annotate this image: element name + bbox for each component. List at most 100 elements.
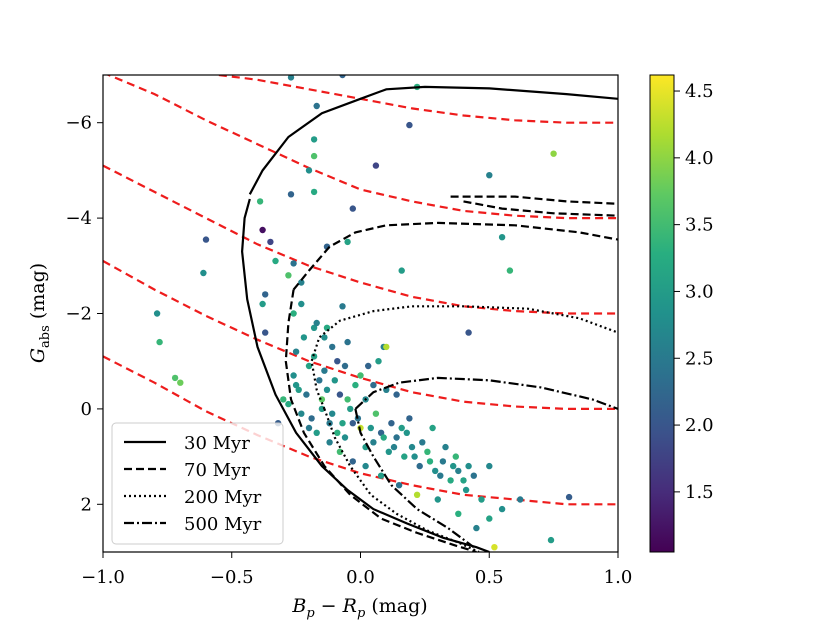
data-point <box>290 310 297 317</box>
data-point <box>426 458 434 465</box>
data-point <box>486 462 493 470</box>
legend-label-500myr: 500 Myr <box>184 514 262 535</box>
data-point <box>370 381 377 389</box>
isochrone-30-myr-giant <box>248 85 618 195</box>
data-point <box>305 362 313 370</box>
data-point <box>498 234 506 241</box>
data-point <box>344 338 351 346</box>
data-point <box>406 121 413 129</box>
legend-label-30myr: 30 Myr <box>184 433 250 454</box>
data-point <box>398 267 405 274</box>
data-point <box>403 429 410 436</box>
data-point <box>334 429 341 436</box>
isochrone-500-myr-giant <box>354 376 618 410</box>
data-point <box>316 377 323 384</box>
data-point <box>326 439 333 446</box>
data-point <box>517 496 524 503</box>
data-point <box>329 410 336 417</box>
data-point <box>498 505 506 513</box>
data-point <box>432 467 439 475</box>
scatter-points <box>153 75 573 551</box>
data-point <box>259 300 266 308</box>
data-point <box>349 205 356 212</box>
data-point <box>308 415 315 422</box>
data-point <box>344 238 351 246</box>
data-point <box>377 429 385 436</box>
data-point <box>398 424 405 432</box>
isochrone-70-myr-upper <box>450 195 618 205</box>
data-point <box>442 443 449 451</box>
plot-area <box>103 75 618 552</box>
data-point <box>352 381 359 389</box>
data-point <box>259 226 266 234</box>
colorbar: 1.5 2.0 2.5 3.0 3.5 4.0 4.5 <box>649 74 714 553</box>
data-point <box>329 343 336 351</box>
data-point <box>393 434 400 441</box>
data-point <box>262 329 269 336</box>
data-point <box>401 453 408 460</box>
colorbar-ticks: 1.5 2.0 2.5 3.0 3.5 4.0 4.5 <box>674 81 714 503</box>
data-point <box>310 324 318 331</box>
isochrone-70-myr <box>284 289 477 552</box>
data-point <box>465 462 472 470</box>
legend-label-70myr: 70 Myr <box>184 460 250 481</box>
data-point <box>344 396 351 403</box>
data-point <box>334 358 341 365</box>
data-point <box>365 362 372 370</box>
data-point <box>455 467 462 475</box>
data-point <box>339 420 346 427</box>
data-point <box>452 453 459 460</box>
isochrone-200-myr <box>310 305 618 410</box>
data-point <box>416 462 423 470</box>
data-point <box>390 443 398 451</box>
data-point <box>341 362 349 370</box>
data-point <box>372 162 380 169</box>
reddening-line-ext3 <box>103 164 618 315</box>
data-point <box>156 338 163 346</box>
data-point <box>380 434 387 441</box>
data-point <box>313 319 320 327</box>
reddening-line-ext5 <box>103 355 618 506</box>
data-point <box>473 524 480 532</box>
data-point <box>287 75 295 81</box>
data-point <box>177 379 184 386</box>
data-point <box>323 386 331 393</box>
data-point <box>375 358 382 365</box>
data-point <box>413 491 421 498</box>
reddening-line-ext1 <box>105 75 618 220</box>
data-point <box>470 472 477 479</box>
data-point <box>393 391 400 398</box>
data-point <box>565 493 573 501</box>
data-point <box>486 172 493 179</box>
reddening-line-ext4 <box>103 260 618 410</box>
data-point <box>447 477 454 484</box>
data-point <box>339 75 346 79</box>
data-point <box>336 448 344 455</box>
data-point <box>377 472 385 479</box>
colorbar-tick-label: 3.5 <box>685 215 714 236</box>
reddening-line-ext2 <box>218 75 618 124</box>
colorbar-tick-label: 2.5 <box>685 348 714 369</box>
isochrone-200-myr-ms <box>323 408 480 552</box>
data-point <box>550 150 557 157</box>
y-axis-ticks: −6 −4 −2 0 2 <box>65 113 103 515</box>
isochrone-70-myr-giant <box>292 221 618 291</box>
data-point <box>357 372 364 379</box>
data-point <box>285 400 292 408</box>
data-point <box>439 458 447 465</box>
x-tick-label: −0.5 <box>210 567 254 588</box>
data-point <box>547 536 555 544</box>
data-point <box>411 453 418 460</box>
data-point <box>305 167 313 174</box>
data-point <box>298 300 305 308</box>
colorbar-tick-label: 2.0 <box>685 415 714 436</box>
data-point <box>383 343 390 351</box>
data-point <box>341 434 349 441</box>
x-axis-label: Bp − Rp (mag) <box>291 595 427 621</box>
data-point <box>450 462 457 470</box>
data-point <box>331 377 338 384</box>
data-point <box>262 291 269 298</box>
data-point <box>292 381 300 389</box>
data-point <box>313 102 320 110</box>
